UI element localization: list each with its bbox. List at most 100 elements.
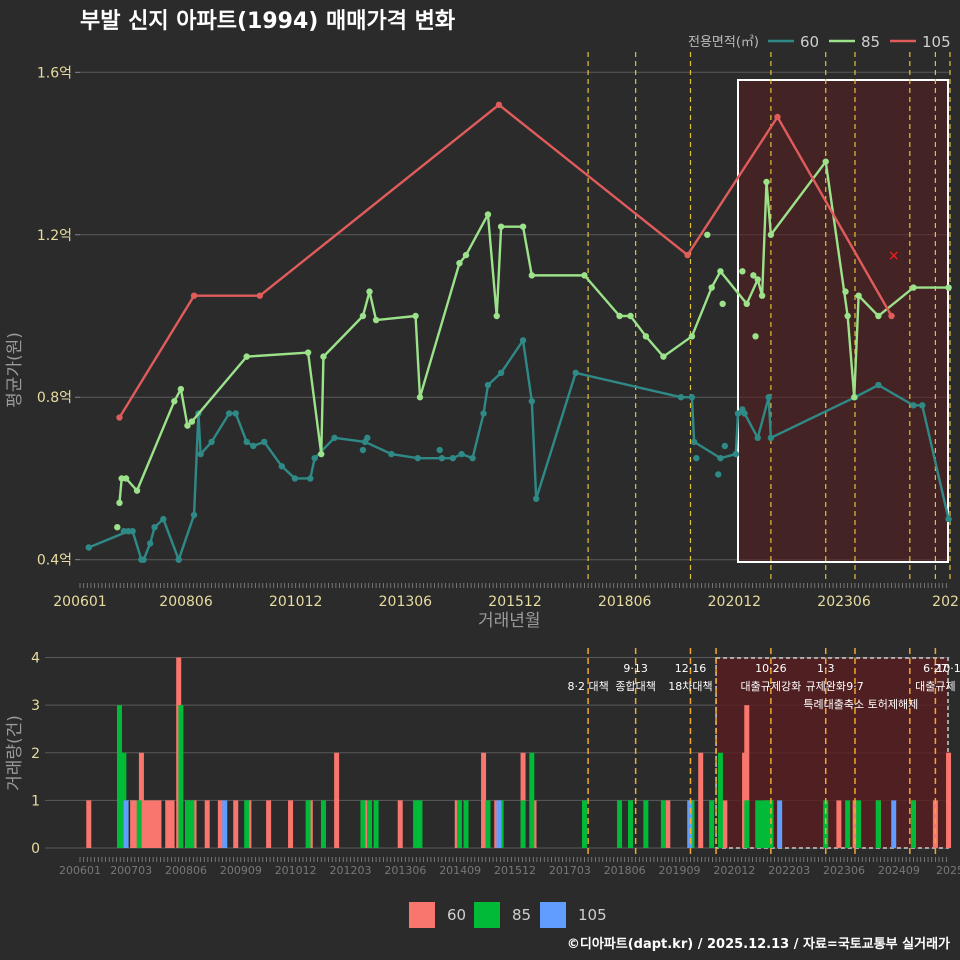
volume-bar-85: [463, 800, 469, 848]
series-point-60: [480, 410, 487, 417]
series-point-85: [188, 418, 196, 425]
volume-bar-85: [744, 800, 750, 848]
series-point-85: [627, 312, 634, 320]
series-point-60: [307, 475, 314, 482]
volume-bar-60: [86, 800, 92, 848]
series-point-85: [171, 398, 178, 405]
volume-bar-85: [764, 800, 770, 848]
volume-bar-85: [136, 800, 142, 848]
extra-point-85: [719, 300, 726, 308]
series-point-105: [684, 251, 691, 259]
series-point-85: [372, 316, 380, 324]
top-legend: 전용면적(㎡) 60 85 105: [688, 33, 951, 51]
series-point-60: [754, 434, 761, 442]
policy-label-name: 대출규제: [915, 680, 955, 693]
volume-bar-60: [836, 800, 842, 848]
series-point-85: [616, 312, 623, 320]
volume-bar-85: [373, 800, 379, 848]
bar-y-tick-label: 1: [31, 793, 40, 809]
bar-x-tick-label: 201012: [275, 864, 317, 877]
series-point-60: [449, 454, 457, 462]
series-point-85: [717, 268, 724, 275]
volume-bar-85: [305, 800, 311, 848]
bottom-legend-label-105: 105: [578, 906, 607, 924]
bottom-legend-swatch-105: [540, 902, 566, 928]
volume-bar-85: [910, 800, 916, 848]
series-point-85: [462, 251, 470, 259]
policy-label-name: 9·7: [846, 680, 864, 693]
volume-bar-85: [485, 800, 491, 848]
volume-bar-85: [617, 800, 623, 848]
series-point-60: [250, 442, 257, 450]
extra-point-85: [704, 231, 711, 238]
volume-bar-85: [709, 800, 715, 848]
series-point-85: [767, 231, 775, 238]
volume-bar-105: [222, 800, 228, 848]
volume-bar-60: [266, 800, 272, 848]
series-point-60: [190, 511, 198, 519]
policy-label-date: 9·13: [623, 662, 648, 675]
extra-point-60: [120, 528, 128, 535]
bar-y-tick-label: 3: [31, 698, 40, 714]
y-tick-label: 0.8억: [37, 390, 72, 406]
volume-panel: 0 1 2 3 4 8·2 대책 9·13 종합대책 12·16 18차대책 10·26 대출규제강화…: [31, 648, 960, 877]
series-point-60: [533, 495, 540, 502]
volume-bar-85: [367, 800, 373, 848]
volume-bar-85: [417, 800, 423, 848]
series-point-85: [122, 475, 130, 482]
legend-label-85: 85: [861, 33, 880, 51]
highlight-region: [736, 79, 950, 563]
bar-x-tick-label: 200601: [59, 864, 101, 877]
volume-bar-85: [320, 800, 326, 848]
series-point-60: [243, 438, 250, 446]
volume-bar-60: [143, 800, 149, 848]
bottom-legend-swatch-60: [409, 902, 435, 928]
extra-point-85: [750, 272, 757, 279]
series-point-60: [278, 463, 285, 470]
series-point-85: [660, 353, 667, 360]
series-point-85: [688, 333, 696, 340]
volume-bar-60: [946, 752, 952, 848]
policy-label-date: 6·27: [923, 662, 948, 675]
series-point-85: [493, 312, 500, 320]
policy-label-date: 10·1: [936, 662, 960, 675]
series-point-85: [844, 312, 851, 320]
policy-label-date: 12·16: [675, 662, 707, 675]
series-point-105: [495, 101, 503, 109]
series-point-85: [456, 260, 463, 267]
x-tick-label: 2025: [932, 594, 960, 610]
series-point-60: [388, 450, 395, 458]
volume-bar-105: [777, 800, 783, 848]
extra-point-85: [842, 288, 849, 295]
volume-bar-85: [660, 800, 666, 848]
series-point-60: [291, 475, 299, 482]
x-tick-label: 201512: [488, 594, 541, 610]
series-point-60: [690, 438, 698, 446]
series-point-60: [160, 515, 167, 523]
series-point-105: [190, 292, 198, 299]
volume-bar-85: [643, 800, 649, 848]
series-point-60: [458, 450, 465, 458]
series-point-60: [151, 524, 158, 531]
series-point-60: [734, 410, 742, 417]
footer-credit: ©디아파트(dapt.kr) / 2025.12.13 / 자료=국토교통부 실…: [567, 936, 950, 952]
series-point-105: [116, 414, 123, 421]
y-tick-label: 0.4억: [37, 553, 72, 569]
series-point-60: [497, 369, 505, 377]
y-tick-label: 1.6억: [37, 65, 72, 81]
series-point-60: [331, 434, 338, 442]
series-point-60: [519, 337, 527, 344]
series-line-85: [118, 160, 949, 503]
volume-bar-60: [397, 800, 403, 848]
series-point-85: [243, 353, 250, 360]
series-point-85: [708, 284, 715, 291]
series-point-85: [497, 223, 505, 230]
series-point-60: [225, 410, 233, 417]
policy-label-date: 10·26: [755, 662, 787, 675]
volume-bar-85: [189, 800, 195, 848]
series-point-60: [767, 434, 775, 442]
price-panel: 0.4억 0.8억 1.2억 1.6억 200601 200806 201012 201306…: [37, 52, 960, 610]
volume-bar-105: [123, 800, 129, 848]
volume-bar-60: [165, 800, 171, 848]
